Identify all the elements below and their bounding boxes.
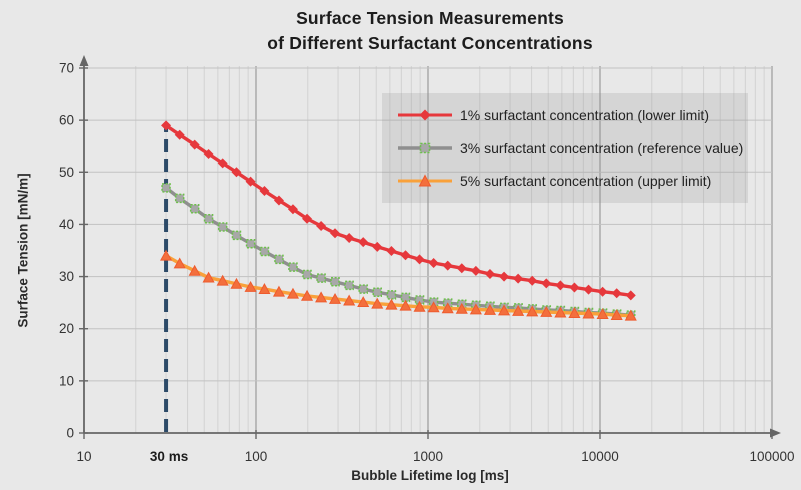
svg-text:100: 100 xyxy=(245,449,268,464)
svg-text:40: 40 xyxy=(59,217,74,232)
legend-item-3pct: 3% surfactant concentration (reference v… xyxy=(396,140,748,156)
svg-text:30: 30 xyxy=(59,269,74,284)
chart-title-line2: of Different Surfactant Concentrations xyxy=(267,33,593,54)
legend-marker-1pct-diamond-icon xyxy=(398,109,452,121)
chart-title-line1: Surface Tension Measurements xyxy=(296,8,564,28)
svg-text:10: 10 xyxy=(59,373,74,388)
legend-marker-5pct-triangle-icon xyxy=(398,174,452,187)
svg-text:20: 20 xyxy=(59,321,74,336)
legend-label-5pct: 5% surfactant concentration (upper limit… xyxy=(460,172,712,189)
legend-item-5pct: 5% surfactant concentration (upper limit… xyxy=(396,173,748,189)
legend-item-1pct: 1% surfactant concentration (lower limit… xyxy=(396,107,748,123)
svg-text:10000: 10000 xyxy=(581,449,619,464)
svg-text:50: 50 xyxy=(59,165,74,180)
y-axis-title: Surface Tension [mN/m] xyxy=(15,173,31,328)
svg-text:0: 0 xyxy=(66,426,74,441)
legend-label-1pct: 1% surfactant concentration (lower limit… xyxy=(460,107,709,124)
legend: 1% surfactant concentration (lower limit… xyxy=(382,93,748,203)
svg-text:100000: 100000 xyxy=(749,449,794,464)
svg-text:70: 70 xyxy=(59,61,74,76)
svg-text:1000: 1000 xyxy=(413,449,443,464)
legend-marker-3pct-square-icon xyxy=(398,142,452,154)
x-axis-title: Bubble Lifetime log [ms] xyxy=(351,468,509,483)
svg-text:30 ms: 30 ms xyxy=(150,449,188,464)
chart-title: Surface Tension Measurements of Differen… xyxy=(50,6,801,57)
svg-text:60: 60 xyxy=(59,113,74,128)
legend-label-3pct: 3% surfactant concentration (reference v… xyxy=(460,139,744,156)
svg-text:10: 10 xyxy=(76,449,91,464)
